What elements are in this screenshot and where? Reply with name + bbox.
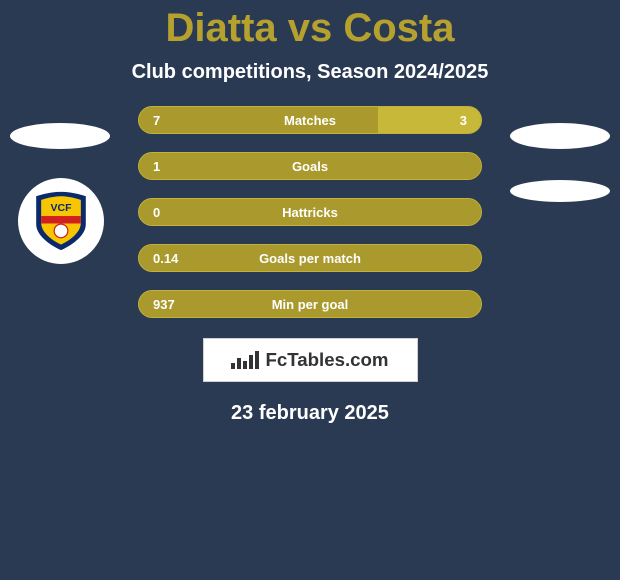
player2-club-crest-placeholder-2 [510,180,610,202]
comparison-title: Diatta vs Costa [0,6,620,51]
stat-value-left: 937 [153,297,175,312]
stat-bar: Goals per match0.14 [138,244,482,272]
shield-icon: VCF [30,190,92,252]
stat-value-left: 0 [153,205,160,220]
crest-letters: VCF [50,202,72,214]
bar-left-fill [139,245,481,271]
bars-chart-icon [231,351,259,369]
player2-club-crest-placeholder-1 [510,123,610,149]
stat-value-left: 7 [153,113,160,128]
bar-left-fill [139,107,378,133]
attribution-text: FcTables.com [265,349,388,371]
bar-left-fill [139,291,481,317]
snapshot-date: 23 february 2025 [0,402,620,425]
player1-club-crest-placeholder-1 [10,123,110,149]
attribution-box: FcTables.com [203,338,418,382]
stat-bar: Goals1 [138,152,482,180]
stat-value-right: 3 [460,113,467,128]
stat-bar: Hattricks0 [138,198,482,226]
stat-bar: Matches73 [138,106,482,134]
comparison-card: Diatta vs Costa Club competitions, Seaso… [0,0,620,580]
bar-left-fill [139,153,481,179]
player2-name: Costa [343,6,454,50]
player1-name: Diatta [166,6,277,50]
bar-left-fill [139,199,481,225]
stat-value-left: 0.14 [153,251,178,266]
vs-separator: vs [277,6,344,50]
subtitle: Club competitions, Season 2024/2025 [0,61,620,84]
stat-bar: Min per goal937 [138,290,482,318]
club-shield: VCF [30,190,92,252]
player1-club-crest: VCF [18,178,104,264]
stat-bars: Matches73Goals1Hattricks0Goals per match… [138,106,482,318]
stat-value-left: 1 [153,159,160,174]
